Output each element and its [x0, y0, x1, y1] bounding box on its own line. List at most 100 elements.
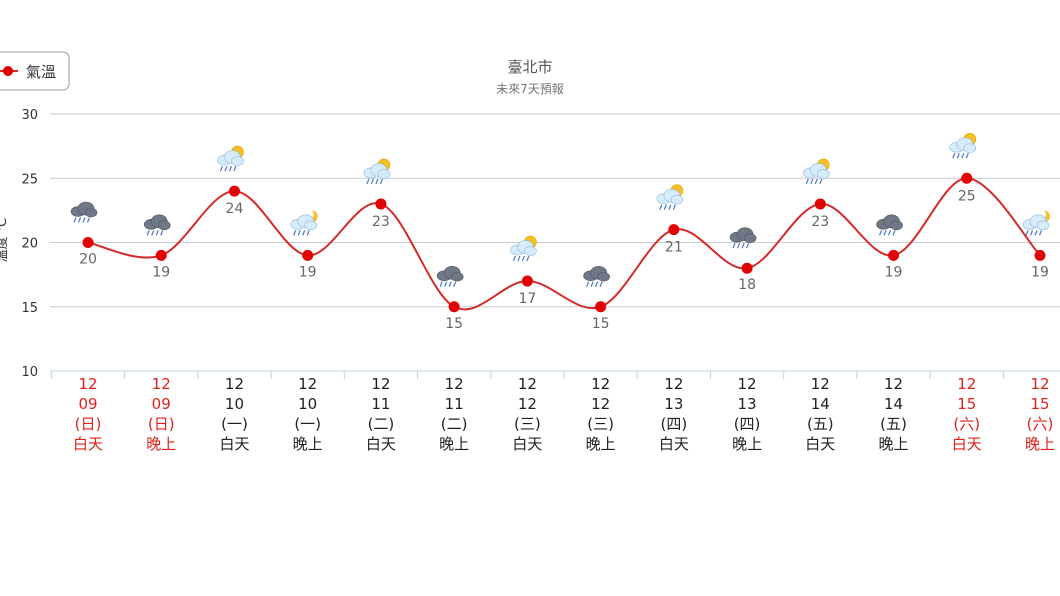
x-label-line: 12 [298, 375, 317, 393]
x-label-line: (二) [441, 415, 468, 433]
x-label-line: 13 [664, 395, 683, 413]
x-label-line: 12 [811, 375, 830, 393]
data-point[interactable] [228, 185, 240, 197]
x-label-line: 10 [225, 395, 244, 413]
data-point[interactable] [155, 249, 167, 261]
x-label-line: 白天 [219, 435, 249, 453]
data-label: 20 [79, 252, 97, 268]
x-label-line: 白天 [952, 435, 982, 453]
y-tick-label: 10 [21, 365, 38, 380]
legend-marker [3, 66, 13, 76]
x-label-line: 12 [152, 375, 171, 393]
x-tick-label: 12 13 (四) 白天 [659, 375, 689, 453]
x-tick-label: 12 11 (二) 晚上 [439, 375, 469, 453]
x-label-line: 12 [591, 395, 610, 413]
x-label-line: (五) [880, 415, 907, 433]
x-label-line: 12 [738, 375, 757, 393]
x-label-line: 12 [884, 375, 903, 393]
y-tick-label: 30 [21, 108, 38, 123]
x-label-line: 白天 [805, 435, 835, 453]
x-axis: 12 09 (日) 白天 12 09 (日) 晚上 12 10 (一) 白天 12 10 (一) 晚上 12 11… [50, 371, 1055, 453]
sun-cloud-rain-icon [656, 184, 684, 210]
data-label: 19 [299, 264, 317, 280]
x-tick-label: 12 12 (三) 晚上 [586, 375, 616, 453]
data-labels: 20 19 24 19 23 15 17 15 21 18 23 19 25 19 [79, 188, 1049, 332]
x-label-line: 白天 [366, 435, 396, 453]
data-label: 23 [372, 214, 390, 230]
y-tick-label: 20 [21, 237, 38, 252]
data-point[interactable] [741, 262, 753, 274]
sun-cloud-rain-icon [510, 235, 537, 262]
x-tick-label: 12 11 (二) 白天 [366, 375, 396, 453]
x-label-line: 14 [811, 395, 830, 413]
sun-cloud-rain-icon [217, 145, 244, 172]
x-tick-label: 12 09 (日) 晚上 [146, 375, 176, 453]
rain-cloud-icon [583, 265, 610, 287]
sun-cloud-rain-icon [803, 158, 830, 185]
data-point[interactable] [82, 237, 94, 248]
data-label: 23 [811, 214, 829, 230]
data-point[interactable] [595, 301, 607, 313]
x-label-line: (三) [587, 415, 614, 433]
weather-icons [70, 132, 1050, 287]
x-tick-label: 12 15 (六) 白天 [952, 375, 982, 453]
data-label: 15 [592, 316, 610, 332]
x-label-line: 白天 [659, 435, 689, 453]
x-tick-label: 12 14 (五) 白天 [805, 375, 835, 453]
data-point[interactable] [888, 249, 900, 261]
y-tick-label: 15 [21, 301, 38, 316]
x-label-line: (日) [75, 415, 102, 433]
data-point[interactable] [375, 198, 387, 210]
x-label-line: 晚上 [293, 435, 323, 453]
x-label-line: 晚上 [879, 435, 909, 453]
data-point[interactable] [521, 275, 533, 287]
x-label-line: 15 [957, 395, 976, 413]
x-label-line: 09 [152, 395, 171, 413]
rain-cloud-icon [876, 214, 903, 236]
x-label-line: (日) [148, 415, 175, 433]
data-point[interactable] [448, 301, 460, 313]
x-label-line: (一) [221, 415, 248, 433]
x-label-line: 11 [445, 395, 464, 413]
x-label-line: 晚上 [732, 435, 762, 453]
sun-cloud-rain-icon [949, 132, 977, 159]
data-label: 17 [518, 291, 536, 307]
x-label-line: (四) [660, 415, 687, 433]
legend[interactable]: 氣溫 [0, 51, 70, 91]
data-point[interactable] [961, 172, 973, 184]
y-axis-ticks: 10 15 20 25 30 [21, 108, 38, 380]
data-point[interactable] [1034, 249, 1046, 261]
rain-cloud-icon [70, 201, 98, 223]
x-label-line: 12 [1030, 375, 1049, 393]
x-label-line: 11 [371, 395, 390, 413]
data-label: 19 [885, 264, 903, 280]
data-point[interactable] [668, 224, 680, 236]
data-point[interactable] [302, 249, 314, 261]
moon-cloud-rain-icon [1022, 209, 1050, 236]
x-label-line: (五) [807, 415, 834, 433]
legend-label[interactable]: 氣溫 [26, 63, 56, 81]
x-label-line: 15 [1030, 395, 1049, 413]
x-tick-label: 12 10 (一) 晚上 [293, 375, 323, 453]
x-tick-label: 12 14 (五) 晚上 [879, 375, 909, 453]
x-label-line: 晚上 [1025, 435, 1055, 453]
x-label-line: 12 [957, 375, 976, 393]
x-label-line: 12 [78, 375, 97, 393]
chart-subtitle: 未來7天預報 [496, 82, 564, 96]
x-label-line: 白天 [73, 435, 103, 453]
data-label: 24 [226, 201, 244, 217]
x-label-line: 12 [518, 395, 537, 413]
x-label-line: (四) [734, 415, 761, 433]
x-tick-label: 12 13 (四) 晚上 [732, 375, 762, 453]
data-label: 21 [665, 240, 683, 256]
legend-box[interactable] [0, 51, 70, 91]
data-label: 15 [445, 316, 463, 332]
data-label: 19 [152, 264, 170, 280]
x-label-line: 晚上 [439, 435, 469, 453]
x-label-line: 12 [225, 375, 244, 393]
data-points [82, 172, 1046, 313]
x-label-line: 10 [298, 395, 317, 413]
data-point[interactable] [814, 198, 826, 210]
x-label-line: 12 [371, 375, 390, 393]
